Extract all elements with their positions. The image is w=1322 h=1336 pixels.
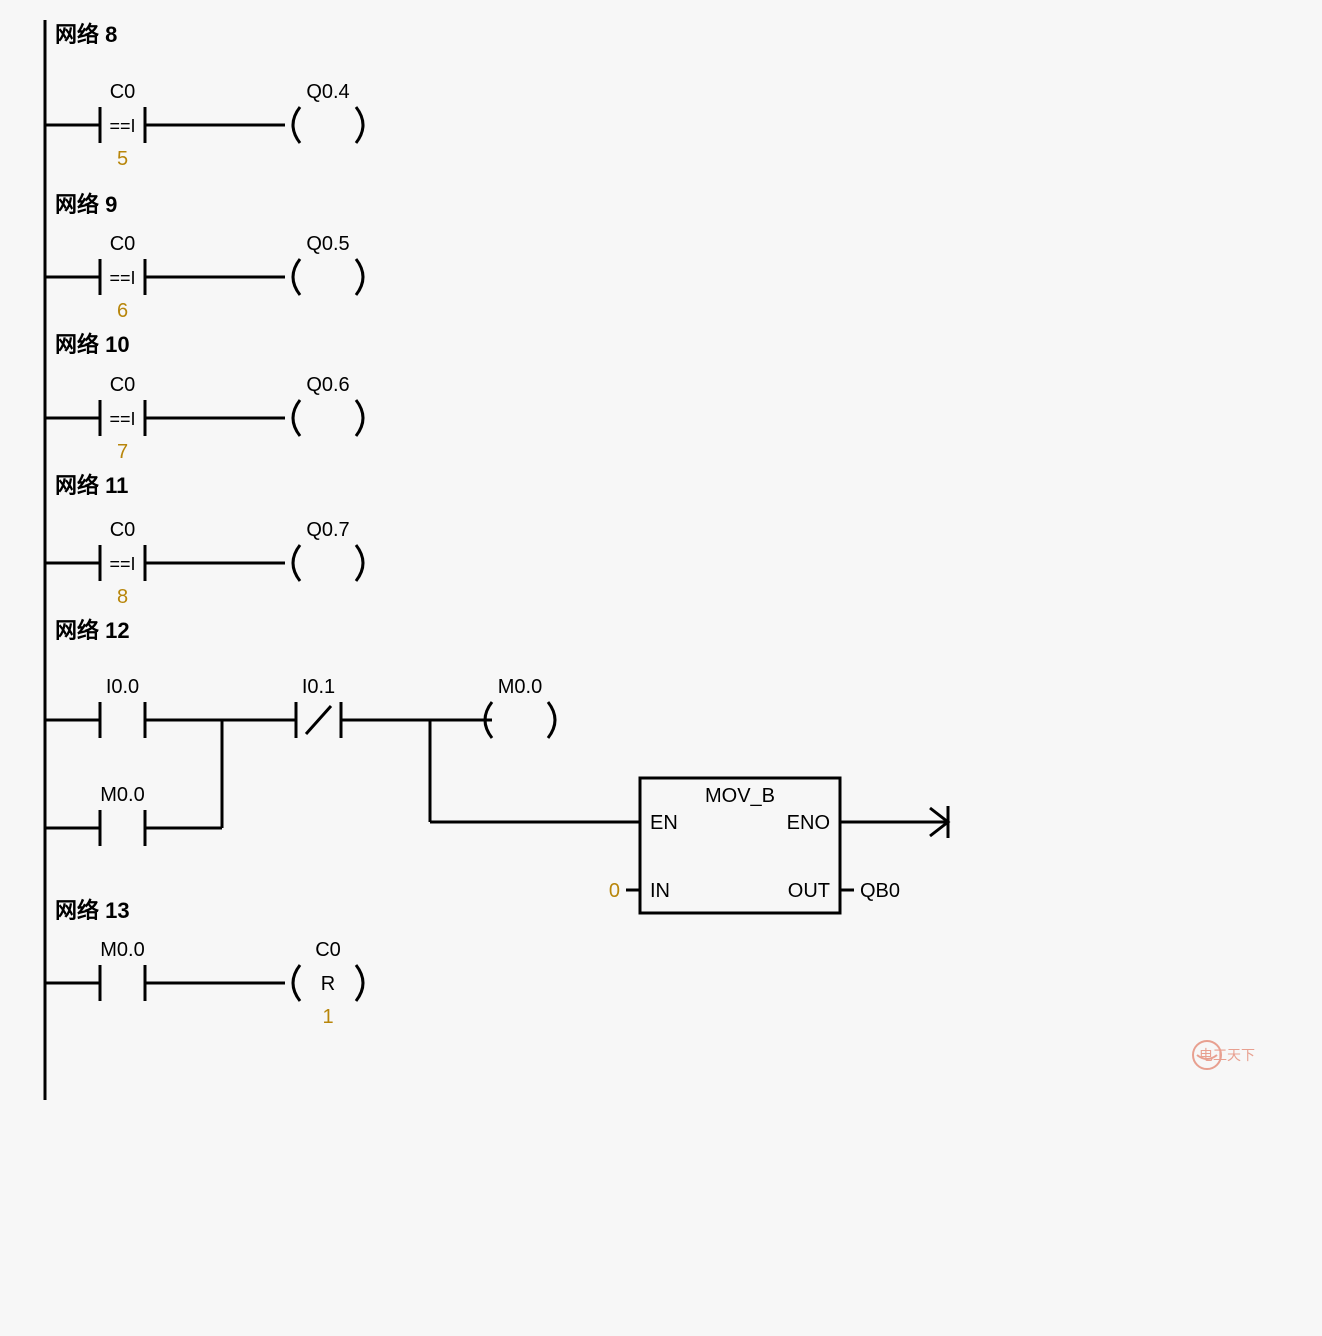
net13: 网络 13 M0.0 C0 R 1 — [45, 898, 363, 1028]
svg-text:Q0.5: Q0.5 — [306, 233, 349, 255]
coil: Q0.6 — [293, 374, 363, 436]
svg-text:Q0.7: Q0.7 — [306, 519, 349, 541]
contact: M0.0 — [100, 939, 145, 1001]
svg-text:MOV_B: MOV_B — [705, 785, 775, 807]
svg-text:7: 7 — [117, 441, 128, 463]
coil: C0 R 1 — [293, 939, 363, 1028]
network-title: 网络 12 — [55, 618, 130, 643]
function-box: MOV_B EN ENO IN 0 OUT QB0 — [609, 778, 900, 913]
coil: Q0.4 — [293, 81, 363, 143]
svg-text:ENO: ENO — [787, 812, 830, 834]
svg-text:M0.0: M0.0 — [498, 676, 542, 698]
coil: Q0.5 — [293, 233, 363, 295]
svg-text:C0: C0 — [110, 374, 136, 396]
svg-text:I0.0: I0.0 — [106, 676, 139, 698]
network-title: 网络 13 — [55, 898, 130, 923]
net10: 网络 10 ==I C0 7 Q0.6 — [45, 332, 363, 463]
contact: I0.0 — [100, 676, 145, 738]
coil: Q0.7 — [293, 519, 363, 581]
svg-text:M0.0: M0.0 — [100, 784, 144, 806]
svg-text:5: 5 — [117, 148, 128, 170]
network-title: 网络 11 — [55, 473, 128, 498]
svg-text:Q0.4: Q0.4 — [306, 81, 349, 103]
contact: I0.1 — [296, 676, 341, 738]
svg-text:M0.0: M0.0 — [100, 939, 144, 961]
net9: 网络 9 ==I C0 6 Q0.5 — [45, 192, 363, 322]
ladder-diagram: 网络 8 ==I C0 5 Q0.4 网络 9 ==I C0 6 Q0.5 网络 10 ==I C0 7 Q… — [0, 0, 1322, 1336]
svg-text:EN: EN — [650, 812, 678, 834]
svg-text:==I: ==I — [109, 268, 135, 288]
net8: 网络 8 ==I C0 5 Q0.4 — [45, 22, 363, 170]
svg-text:8: 8 — [117, 586, 128, 608]
svg-text:1: 1 — [322, 1006, 333, 1028]
svg-text:IN: IN — [650, 880, 670, 902]
svg-text:0: 0 — [609, 880, 620, 902]
contact: ==I C0 8 — [100, 519, 145, 608]
net12: 网络 12 I0.0 M0.0 I0.1 M0.0 MOV_B EN ENO IN 0 OUT QB0 — [45, 618, 948, 913]
svg-text:I0.1: I0.1 — [302, 676, 335, 698]
svg-text:C0: C0 — [110, 81, 136, 103]
net11: 网络 11 ==I C0 8 Q0.7 — [45, 473, 363, 608]
svg-text:Q0.6: Q0.6 — [306, 374, 349, 396]
contact: ==I C0 5 — [100, 81, 145, 170]
svg-text:C0: C0 — [110, 233, 136, 255]
svg-text:C0: C0 — [315, 939, 341, 961]
contact: ==I C0 6 — [100, 233, 145, 322]
svg-text:OUT: OUT — [788, 880, 830, 902]
svg-text:==I: ==I — [109, 409, 135, 429]
network-title: 网络 8 — [55, 22, 117, 47]
svg-text:C0: C0 — [110, 519, 136, 541]
contact: ==I C0 7 — [100, 374, 145, 463]
svg-text:==I: ==I — [109, 116, 135, 136]
svg-text:==I: ==I — [109, 554, 135, 574]
svg-text:R: R — [321, 973, 335, 995]
svg-text:6: 6 — [117, 300, 128, 322]
coil: M0.0 — [485, 676, 555, 738]
contact: M0.0 — [100, 784, 145, 846]
network-title: 网络 9 — [55, 192, 117, 217]
svg-text:电工天下: 电工天下 — [1199, 1047, 1255, 1063]
watermark: 电工天下 — [1193, 1041, 1255, 1069]
svg-text:QB0: QB0 — [860, 880, 900, 902]
network-title: 网络 10 — [55, 332, 130, 357]
